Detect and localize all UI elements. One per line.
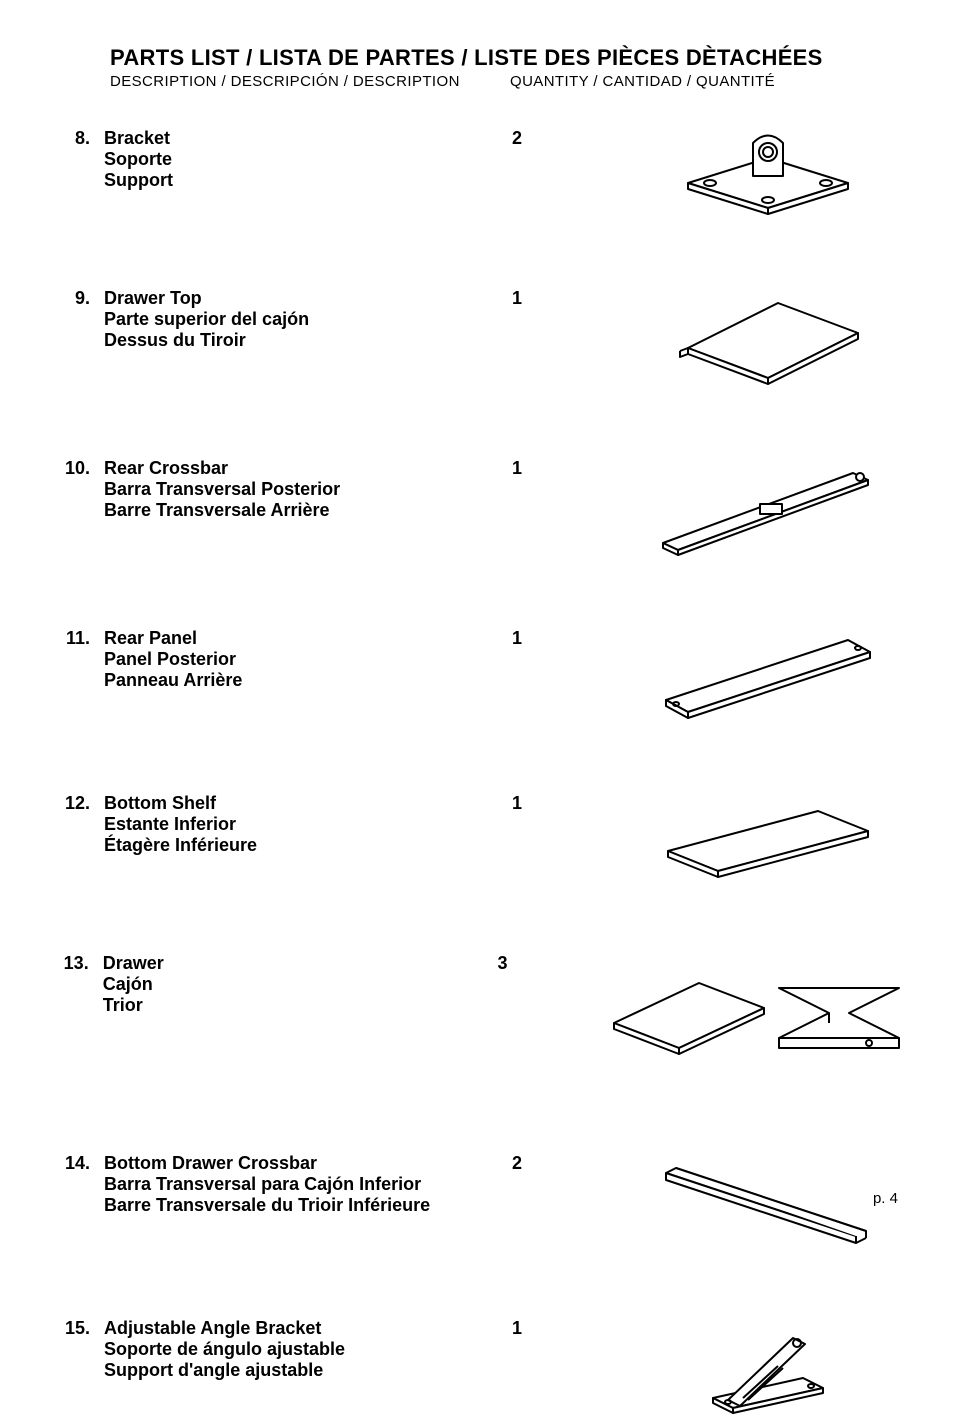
part-name-en: Drawer Top: [104, 288, 512, 309]
bottom-crossbar-icon: [648, 1153, 878, 1248]
page: PARTS LIST / LISTA DE PARTES / LISTE DES…: [0, 0, 954, 1235]
part-quantity: 3: [498, 953, 604, 974]
bracket-icon: [668, 128, 858, 218]
part-name-es: Barra Transversal Posterior: [104, 479, 512, 500]
part-description: Bottom Shelf Estante Inferior Étagère In…: [104, 793, 512, 857]
part-row: 15. Adjustable Angle Bracket Soporte de …: [50, 1318, 904, 1418]
rear-panel-icon: [648, 628, 878, 723]
part-name-es: Cajón: [103, 974, 498, 995]
part-name-en: Drawer: [103, 953, 498, 974]
part-number: 15.: [50, 1318, 104, 1339]
part-name-fr: Trior: [103, 995, 498, 1016]
part-name-en: Bottom Drawer Crossbar: [104, 1153, 512, 1174]
part-illustration: [604, 953, 904, 1073]
page-title: PARTS LIST / LISTA DE PARTES / LISTE DES…: [110, 45, 904, 71]
part-row: 10. Rear Crossbar Barra Transversal Post…: [50, 458, 904, 558]
part-illustration: [622, 458, 904, 558]
part-name-es: Soporte: [104, 149, 512, 170]
bottom-shelf-icon: [648, 796, 878, 881]
part-illustration: [622, 628, 904, 723]
part-name-es: Panel Posterior: [104, 649, 512, 670]
header: PARTS LIST / LISTA DE PARTES / LISTE DES…: [110, 45, 904, 90]
part-quantity: 1: [512, 1318, 622, 1339]
part-illustration: [622, 793, 904, 883]
part-description: Bottom Drawer Crossbar Barra Transversal…: [104, 1153, 512, 1217]
part-name-en: Bracket: [104, 128, 512, 149]
drawer-icon: [604, 953, 904, 1073]
part-quantity: 1: [512, 288, 622, 309]
part-name-en: Rear Crossbar: [104, 458, 512, 479]
part-quantity: 2: [512, 1153, 622, 1174]
part-number: 8.: [50, 128, 104, 149]
part-name-es: Estante Inferior: [104, 814, 512, 835]
part-number: 9.: [50, 288, 104, 309]
part-row: 13. Drawer Cajón Trior 3: [50, 953, 904, 1073]
part-row: 12. Bottom Shelf Estante Inferior Étagèr…: [50, 793, 904, 883]
part-name-fr: Barre Transversale du Trioir Inférieure: [104, 1195, 512, 1216]
part-illustration: [622, 288, 904, 388]
part-name-es: Barra Transversal para Cajón Inferior: [104, 1174, 512, 1195]
part-illustration: [622, 1153, 904, 1248]
part-row: 9. Drawer Top Parte superior del cajón D…: [50, 288, 904, 388]
part-name-fr: Support: [104, 170, 512, 191]
part-number: 11.: [50, 628, 104, 649]
part-quantity: 2: [512, 128, 622, 149]
angle-bracket-icon: [693, 1318, 833, 1418]
part-row: 8. Bracket Soporte Support 2: [50, 128, 904, 218]
part-name-en: Rear Panel: [104, 628, 512, 649]
parts-rows: 8. Bracket Soporte Support 2: [50, 128, 904, 1418]
part-name-es: Parte superior del cajón: [104, 309, 512, 330]
part-illustration: [622, 1318, 904, 1418]
part-name-es: Soporte de ángulo ajustable: [104, 1339, 512, 1360]
part-name-fr: Support d'angle ajustable: [104, 1360, 512, 1381]
part-quantity: 1: [512, 628, 622, 649]
part-name-en: Bottom Shelf: [104, 793, 512, 814]
part-name-fr: Étagère Inférieure: [104, 835, 512, 856]
part-description: Drawer Cajón Trior: [103, 953, 498, 1017]
part-quantity: 1: [512, 793, 622, 814]
part-name-fr: Dessus du Tiroir: [104, 330, 512, 351]
part-description: Bracket Soporte Support: [104, 128, 512, 192]
part-row: 11. Rear Panel Panel Posterior Panneau A…: [50, 628, 904, 723]
part-name-en: Adjustable Angle Bracket: [104, 1318, 512, 1339]
part-number: 12.: [50, 793, 104, 814]
drawer-top-icon: [658, 288, 868, 388]
part-number: 14.: [50, 1153, 104, 1174]
part-description: Adjustable Angle Bracket Soporte de ángu…: [104, 1318, 512, 1382]
part-row: 14. Bottom Drawer Crossbar Barra Transve…: [50, 1153, 904, 1248]
part-description: Drawer Top Parte superior del cajón Dess…: [104, 288, 512, 352]
part-name-fr: Panneau Arrière: [104, 670, 512, 691]
part-number: 13.: [50, 953, 103, 974]
page-number: p. 4: [873, 1190, 898, 1207]
subhead: DESCRIPTION / DESCRIPCIÓN / DESCRIPTION …: [110, 73, 904, 90]
part-quantity: 1: [512, 458, 622, 479]
part-description: Rear Panel Panel Posterior Panneau Arriè…: [104, 628, 512, 692]
subhead-description: DESCRIPTION / DESCRIPCIÓN / DESCRIPTION: [110, 73, 510, 90]
subhead-quantity: QUANTITY / CANTIDAD / QUANTITÉ: [510, 73, 775, 90]
part-description: Rear Crossbar Barra Transversal Posterio…: [104, 458, 512, 522]
part-number: 10.: [50, 458, 104, 479]
part-illustration: [622, 128, 904, 218]
rear-crossbar-icon: [648, 458, 878, 558]
part-name-fr: Barre Transversale Arrière: [104, 500, 512, 521]
